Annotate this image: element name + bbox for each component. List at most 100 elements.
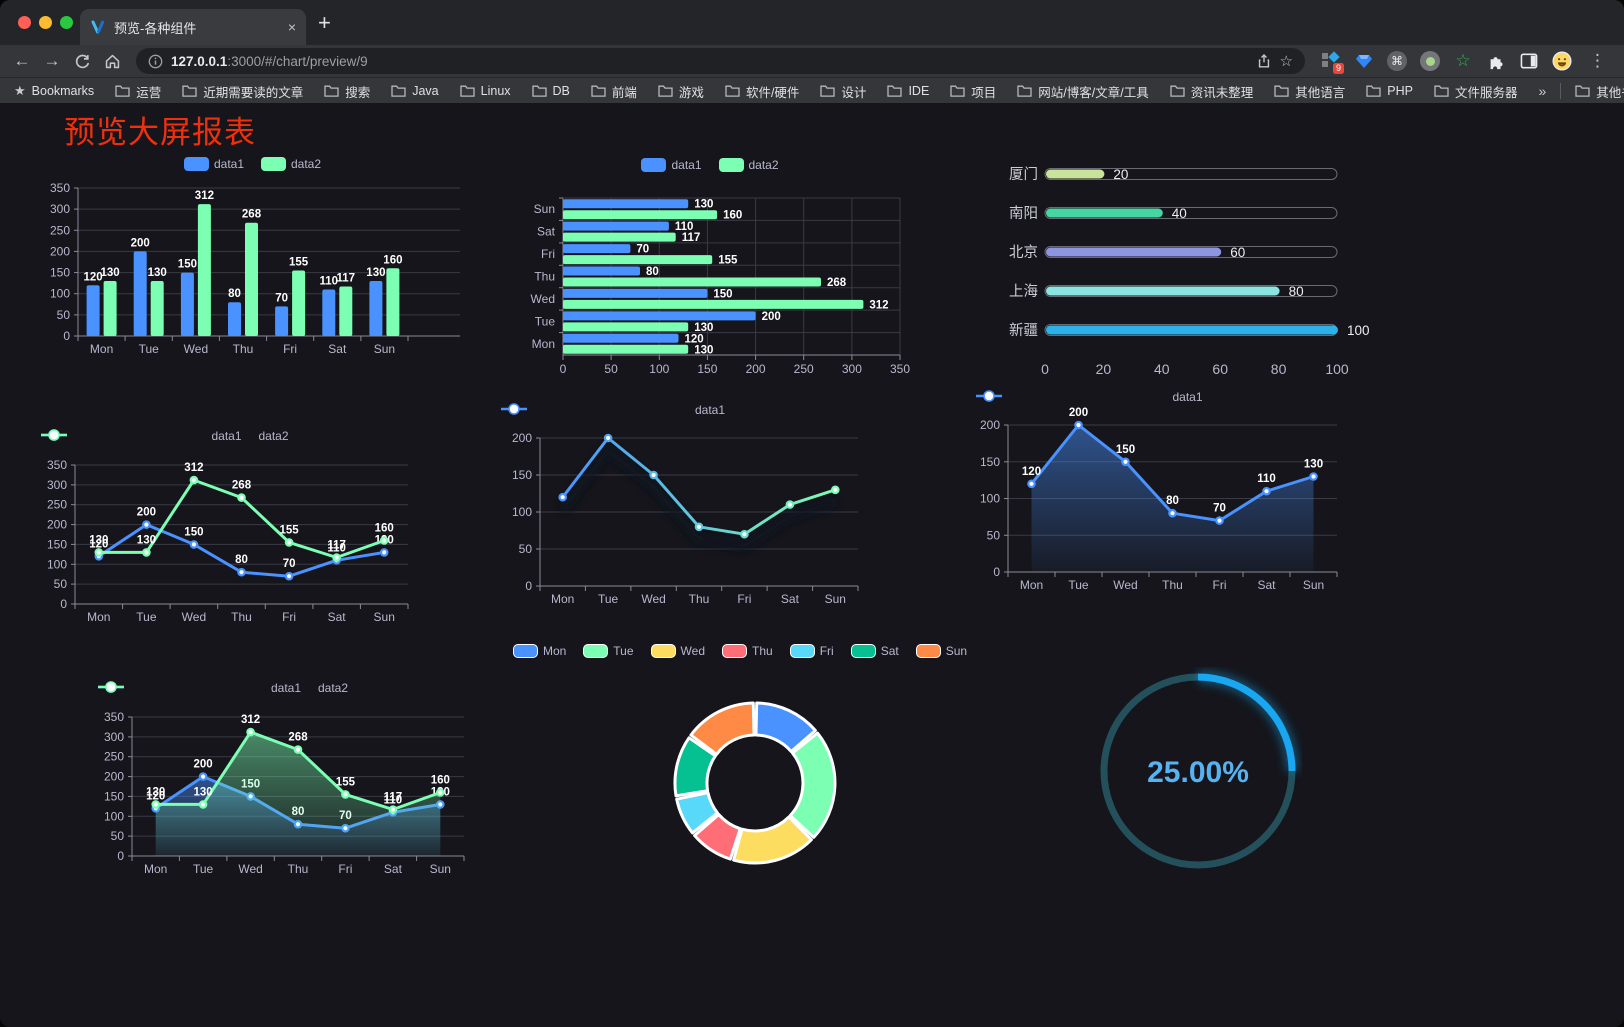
legend-item-data1[interactable]: data1 (641, 158, 702, 172)
chart-canvas-line-gradient[interactable]: 0 50 100 150 200 Mon Tue Wed Thu Fri Sat Sun (500, 395, 920, 610)
chart-canvas-bar-vertical[interactable]: 0 50 100 150 200 250 300 350 Mon Tue Wed Thu Fri Sat S… (40, 148, 465, 363)
back-button[interactable]: ← (8, 48, 36, 74)
svg-text:Mon: Mon (144, 862, 167, 876)
extension-command-icon[interactable]: ⌘ (1387, 51, 1407, 71)
forward-button[interactable]: → (38, 48, 66, 74)
new-tab-button[interactable]: + (318, 10, 331, 35)
bookmark-folder-网站/博客/文章/工具[interactable]: 网站/博客/文章/工具 (1017, 82, 1149, 101)
bookmark-folder-其他语言[interactable]: 其他语言 (1274, 82, 1345, 101)
extension-grid-diamond-icon[interactable]: 9 (1321, 51, 1344, 74)
tab-close-icon[interactable]: × (287, 19, 296, 35)
bookmark-folder-IDE[interactable]: IDE (887, 84, 929, 98)
svg-text:Sat: Sat (781, 592, 800, 606)
svg-text:100: 100 (50, 287, 70, 301)
url-bar[interactable]: 127.0.0.1:3000/#/chart/preview/9 ☆ (136, 48, 1305, 74)
svg-text:Tue: Tue (598, 592, 619, 606)
url-text[interactable]: 127.0.0.1:3000/#/chart/preview/9 (171, 54, 1248, 69)
bookmark-folder-软件/硬件[interactable]: 软件/硬件 (725, 82, 799, 101)
legend-item-Thu[interactable]: Thu (722, 644, 773, 658)
svg-text:300: 300 (104, 730, 124, 744)
pie-slice-Tue[interactable] (788, 731, 837, 839)
pie-slice-Fri[interactable] (675, 791, 719, 835)
extensions-puzzle-icon[interactable] (1486, 51, 1506, 71)
bookmark-item-bookmarks[interactable]: ★ Bookmarks (14, 83, 94, 99)
legend-item-Sat[interactable]: Sat (850, 644, 899, 658)
legend-item-data1[interactable]: data1 (976, 390, 1203, 404)
legend-item-Sun[interactable]: Sun (915, 644, 967, 658)
tab-title: 预览-各种组件 (114, 20, 197, 36)
bookmark-folder-运营[interactable]: 运营 (115, 82, 161, 101)
bookmark-folder-文件服务器[interactable]: 文件服务器 (1434, 82, 1517, 101)
legend-item-data2[interactable]: data2 (718, 158, 779, 172)
legend-item-data2[interactable]: data2 (98, 681, 348, 695)
legend-item-data1[interactable]: data1 (501, 403, 725, 417)
legend-item-data2[interactable]: data2 (41, 429, 289, 443)
bookmark-folder-前端[interactable]: 前端 (591, 82, 637, 101)
bookmark-other-bookmarks[interactable]: 其他书签 (1575, 82, 1624, 101)
folder-icon (591, 85, 606, 97)
browser-tab[interactable]: 预览-各种组件 × (80, 9, 306, 45)
legend-item-data1[interactable]: data1 (98, 681, 301, 695)
pie-slice-Mon[interactable] (754, 701, 817, 753)
chart-canvas-area-single[interactable]: 0 50 100 150 200 Mon Tue Wed Thu Fri Sat Sun 120 200 1… (975, 388, 1400, 600)
extension-gem-icon[interactable] (1354, 51, 1374, 71)
minimize-window-button[interactable] (39, 16, 52, 29)
svg-text:200: 200 (762, 311, 781, 323)
svg-text:Fri: Fri (283, 342, 297, 356)
pie-slice-Sat[interactable] (673, 736, 717, 798)
legend-item-Tue[interactable]: Tue (583, 644, 634, 658)
chart-canvas-line-two-series[interactable]: 0 50 100 150 200 250 300 350 Mon Tue Wed Thu Fri Sat S… (40, 425, 460, 640)
legend-item-Fri[interactable]: Fri (789, 644, 834, 658)
home-button[interactable] (98, 48, 126, 74)
chart-canvas-progress-bars[interactable]: 厦门 20 南阳 40 北京 60 上海 80 新疆 100 0 20 40 60 80 100 (980, 148, 1405, 393)
browser-menu-icon[interactable]: ⋮ (1589, 51, 1606, 70)
bookmark-folder-Linux[interactable]: Linux (459, 84, 511, 98)
svg-text:50: 50 (57, 308, 71, 322)
pie-slice-Sun[interactable] (689, 701, 756, 756)
reload-button[interactable] (68, 48, 96, 74)
close-window-button[interactable] (18, 16, 31, 29)
bookmark-label: 资讯未整理 (1190, 85, 1254, 100)
legend-item-data1[interactable]: data1 (41, 429, 242, 443)
legend-item-Wed[interactable]: Wed (650, 644, 705, 658)
bookmark-folder-游戏[interactable]: 游戏 (658, 82, 704, 101)
zoom-window-button[interactable] (60, 16, 73, 29)
bookmark-folder-DB[interactable]: DB (531, 84, 570, 98)
extension-green-star-icon[interactable]: ☆ (1455, 51, 1471, 70)
svg-text:Mon: Mon (1020, 578, 1043, 592)
pie-slice-Thu[interactable] (693, 813, 742, 861)
chart-canvas-donut[interactable] (545, 638, 935, 893)
bookmark-folder-近期需要读的文章[interactable]: 近期需要读的文章 (182, 82, 303, 101)
bookmark-folder-Java[interactable]: Java (391, 84, 439, 98)
legend-item-data2[interactable]: data2 (261, 157, 321, 171)
bookmark-folder-资讯未整理[interactable]: 资讯未整理 (1170, 82, 1254, 101)
svg-text:150: 150 (1116, 444, 1135, 456)
chart-legend: data1 data2 (500, 158, 920, 172)
chart-canvas-area-two-series[interactable]: 0 50 100 150 200 250 300 350 Mon Tue Wed Thu Fri Sat S… (97, 672, 522, 887)
bookmark-folder-PHP[interactable]: PHP (1366, 84, 1413, 98)
legend-item-data1[interactable]: data1 (183, 157, 244, 171)
bookmark-folder-设计[interactable]: 设计 (820, 82, 866, 101)
pie-slice-Wed[interactable] (732, 815, 813, 865)
chart-canvas-gauge[interactable]: 25.00% (1094, 667, 1302, 875)
bookmark-star-icon[interactable]: ☆ (1279, 53, 1293, 70)
bookmark-folder-项目[interactable]: 项目 (950, 82, 996, 101)
svg-text:Thu: Thu (689, 592, 710, 606)
bookmark-label: Bookmarks (31, 84, 95, 98)
bookmarks-overflow-chevron[interactable]: » (1538, 83, 1547, 99)
extension-record-icon[interactable] (1420, 51, 1440, 71)
legend-item-Mon[interactable]: Mon (512, 644, 566, 658)
grid-square-icon (1322, 61, 1328, 67)
svg-text:150: 150 (980, 455, 1000, 469)
titlebar: 预览-各种组件 × + (0, 0, 1624, 45)
bookmark-folder-搜索[interactable]: 搜索 (324, 82, 370, 101)
profile-avatar[interactable] (1552, 51, 1572, 71)
svg-text:60: 60 (1230, 245, 1245, 260)
share-icon[interactable] (1256, 53, 1272, 69)
site-info-icon[interactable] (148, 54, 163, 69)
svg-text:110: 110 (675, 221, 694, 233)
folder-icon (725, 85, 740, 97)
side-panel-icon[interactable] (1519, 51, 1539, 71)
